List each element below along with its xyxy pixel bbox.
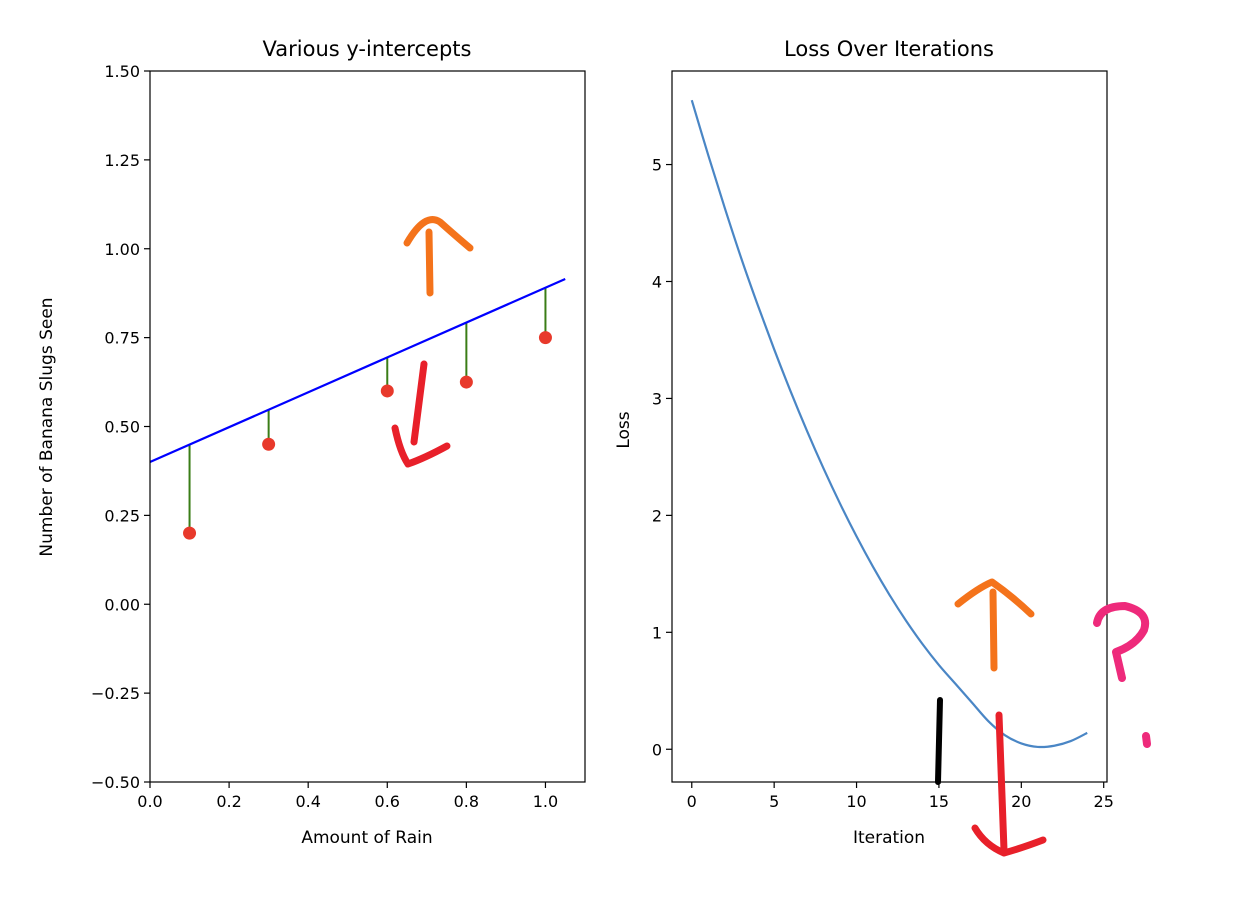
x-tick-label: 15 [929, 792, 949, 811]
y-tick-label: 1.00 [104, 240, 140, 259]
right-x-axis-label: Iteration [853, 828, 925, 848]
data-point [262, 437, 276, 451]
left-y-axis-label: Number of Banana Slugs Seen [37, 297, 57, 556]
left-axes-frame [149, 70, 586, 783]
right-chart-title: Loss Over Iterations [784, 37, 994, 61]
loss-curve [690, 99, 1088, 749]
x-tick-label: 25 [1094, 792, 1114, 811]
right-y-axis-label: Loss [614, 411, 634, 448]
y-tick-label: 0 [652, 740, 662, 759]
y-tick-label: −0.25 [91, 684, 140, 703]
y-tick-label: 0.50 [104, 418, 140, 437]
x-tick-label: 0.6 [375, 792, 400, 811]
x-tick-label: 20 [1011, 792, 1031, 811]
left-chart: Various y-intercepts 0.0 0.2 0.4 0.6 0.8 1.0 … [37, 37, 586, 848]
right-plot-area [690, 99, 1088, 749]
x-tick-label: 0 [687, 792, 697, 811]
x-tick-label: 1.0 [533, 792, 558, 811]
right-chart: Loss Over Iterations 0 5 10 15 20 25 0 1 2 3 4 5 I… [614, 37, 1114, 848]
iteration-marker-bar [935, 697, 943, 785]
y-tick-label: 0.25 [104, 506, 140, 525]
left-x-ticks: 0.0 0.2 0.4 0.6 0.8 1.0 [137, 782, 558, 811]
right-x-ticks: 0 5 10 15 20 25 [687, 782, 1114, 811]
y-tick-label: 0.00 [104, 595, 140, 614]
data-point [459, 375, 473, 389]
left-plot-area [149, 277, 566, 540]
y-tick-label: 5 [652, 156, 662, 175]
right-axes-frame [671, 70, 1108, 783]
data-point [380, 384, 394, 398]
y-tick-label: 0.75 [104, 329, 140, 348]
data-point [538, 331, 552, 345]
regression-line [149, 277, 566, 464]
y-tick-label: 3 [652, 389, 662, 408]
x-tick-label: 5 [769, 792, 779, 811]
y-tick-label: 2 [652, 506, 662, 525]
down-arrow-right [971, 711, 1047, 857]
y-tick-label: 4 [652, 272, 662, 291]
left-x-axis-label: Amount of Rain [301, 828, 432, 848]
up-arrow-left [403, 216, 474, 297]
x-tick-label: 0.2 [216, 792, 241, 811]
y-tick-label: −0.50 [91, 773, 140, 792]
up-arrow-right [954, 578, 1035, 672]
right-y-ticks: 0 1 2 3 4 5 [652, 156, 672, 759]
left-y-ticks: −0.50 −0.25 0.00 0.25 0.50 0.75 1.00 1.25 1.50 [91, 62, 150, 792]
hand-drawn-annotations [391, 216, 1151, 857]
x-tick-label: 0.4 [295, 792, 320, 811]
data-point [183, 526, 197, 540]
y-tick-label: 1.25 [104, 151, 140, 170]
x-tick-label: 0.8 [454, 792, 479, 811]
left-chart-title: Various y-intercepts [263, 37, 472, 61]
y-tick-label: 1.50 [104, 62, 140, 81]
question-mark-icon [1093, 602, 1151, 748]
x-tick-label: 0.0 [137, 792, 162, 811]
x-tick-label: 10 [846, 792, 866, 811]
y-tick-label: 1 [652, 623, 662, 642]
down-arrow-left [391, 360, 451, 468]
